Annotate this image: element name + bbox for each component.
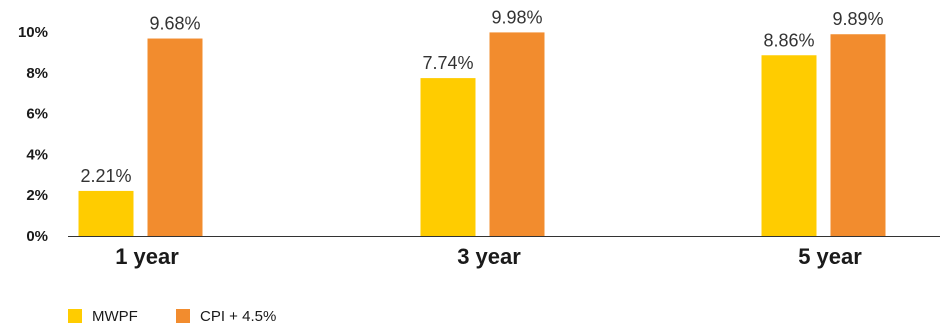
x-axis: 1 year 3 year 5 year bbox=[115, 244, 862, 269]
bar-mwpf-1 bbox=[420, 78, 476, 236]
legend-item: MWPF bbox=[68, 308, 138, 325]
legend-swatch bbox=[68, 309, 82, 323]
y-tick-label: 6% bbox=[26, 106, 48, 123]
x-tick-label: 3 year bbox=[457, 244, 521, 269]
x-tick-label: 1 year bbox=[115, 244, 179, 269]
legend-swatch bbox=[176, 309, 190, 323]
bar-cpi-0 bbox=[147, 38, 203, 236]
bar-cpi-1 bbox=[489, 32, 545, 236]
y-tick-label: 0% bbox=[26, 228, 48, 245]
data-label: 9.98% bbox=[491, 7, 542, 27]
data-labels: 2.21% 7.74% 8.86% 9.68% 9.98% 9.89% bbox=[80, 7, 883, 186]
y-tick-label: 8% bbox=[26, 65, 48, 82]
bar-cpi-2 bbox=[830, 34, 886, 236]
x-tick-label: 5 year bbox=[798, 244, 862, 269]
data-label: 7.74% bbox=[422, 53, 473, 73]
legend-label: MWPF bbox=[92, 308, 138, 325]
y-tick-label: 4% bbox=[26, 146, 48, 163]
legend-label: CPI + 4.5% bbox=[200, 308, 276, 325]
data-label: 9.68% bbox=[149, 14, 200, 34]
legend: MWPF CPI + 4.5% bbox=[68, 308, 276, 325]
bar-mwpf-2 bbox=[761, 55, 817, 237]
data-label: 2.21% bbox=[80, 166, 131, 186]
y-tick-label: 2% bbox=[26, 187, 48, 204]
bars bbox=[78, 32, 886, 237]
data-label: 8.86% bbox=[763, 30, 814, 50]
bar-mwpf-0 bbox=[78, 190, 134, 236]
y-axis: 0% 2% 4% 6% 8% 10% bbox=[18, 24, 48, 245]
data-label: 9.89% bbox=[832, 9, 883, 29]
legend-item: CPI + 4.5% bbox=[176, 308, 276, 325]
y-tick-label: 10% bbox=[18, 24, 48, 41]
